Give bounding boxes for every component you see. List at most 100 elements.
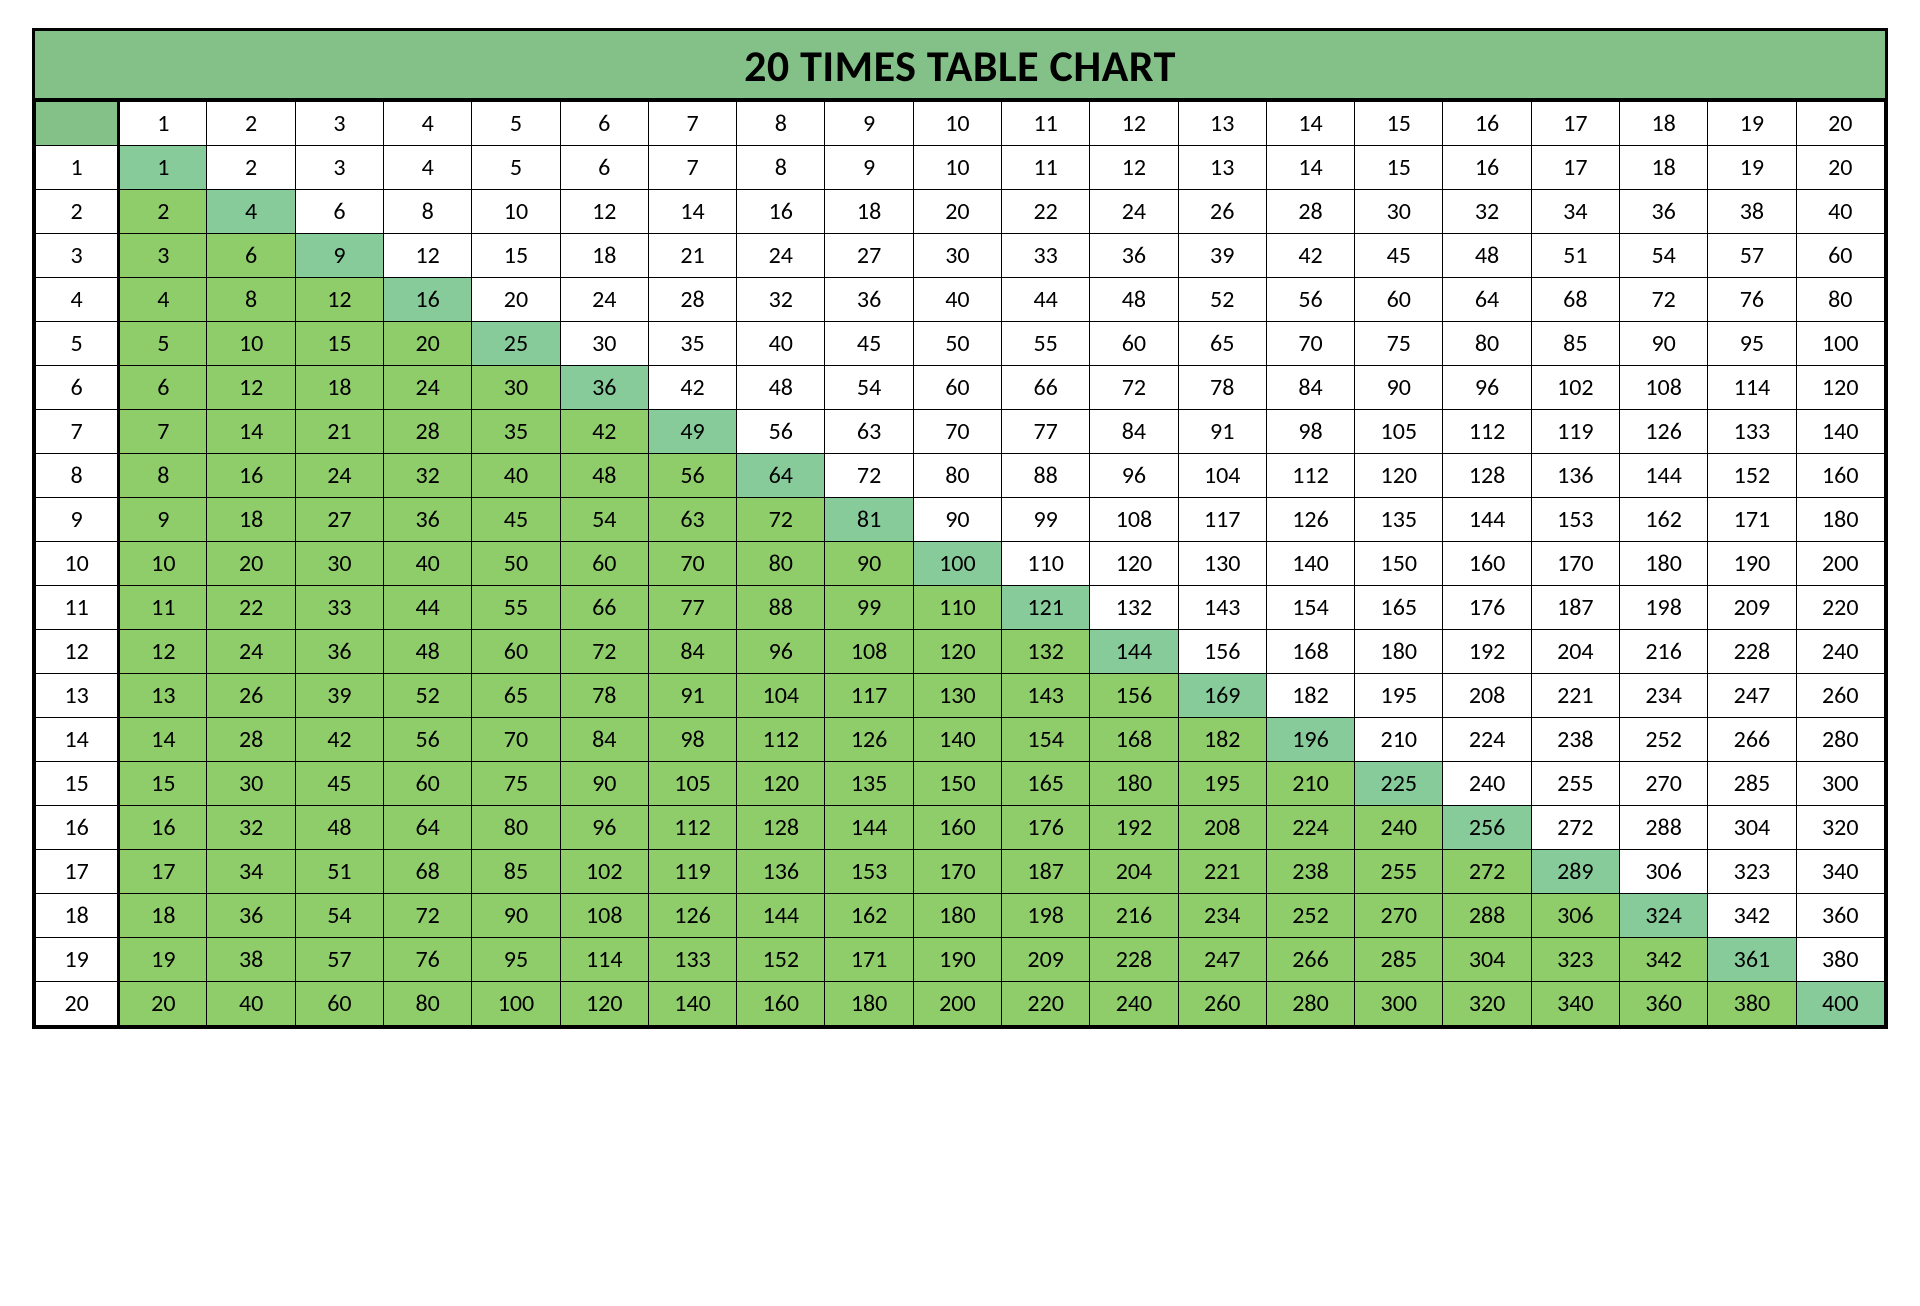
product-cell: 14 bbox=[119, 718, 207, 762]
product-cell: 48 bbox=[295, 806, 383, 850]
col-header: 13 bbox=[1178, 102, 1266, 146]
product-cell: 136 bbox=[737, 850, 825, 894]
product-cell: 60 bbox=[384, 762, 472, 806]
product-cell: 40 bbox=[207, 982, 295, 1026]
product-cell: 238 bbox=[1531, 718, 1619, 762]
product-cell: 50 bbox=[472, 542, 560, 586]
product-cell: 154 bbox=[1002, 718, 1090, 762]
product-cell: 114 bbox=[1708, 366, 1796, 410]
product-cell: 140 bbox=[1796, 410, 1884, 454]
product-cell: 80 bbox=[1443, 322, 1531, 366]
product-cell: 26 bbox=[207, 674, 295, 718]
row-header: 13 bbox=[36, 674, 119, 718]
product-cell: 80 bbox=[472, 806, 560, 850]
product-cell: 51 bbox=[295, 850, 383, 894]
product-cell: 40 bbox=[1796, 190, 1884, 234]
product-cell: 10 bbox=[119, 542, 207, 586]
product-cell: 24 bbox=[560, 278, 648, 322]
product-cell: 108 bbox=[1619, 366, 1707, 410]
product-cell: 192 bbox=[1090, 806, 1178, 850]
product-cell: 280 bbox=[1266, 982, 1354, 1026]
table-row: 1616324864809611212814416017619220822424… bbox=[36, 806, 1885, 850]
table-row: 33691215182124273033363942454851545760 bbox=[36, 234, 1885, 278]
row-header: 4 bbox=[36, 278, 119, 322]
product-cell: 75 bbox=[472, 762, 560, 806]
product-cell: 52 bbox=[384, 674, 472, 718]
table-header-row: 1234567891011121314151617181920 bbox=[36, 102, 1885, 146]
product-cell: 306 bbox=[1531, 894, 1619, 938]
product-cell: 152 bbox=[737, 938, 825, 982]
row-header: 15 bbox=[36, 762, 119, 806]
product-cell: 176 bbox=[1443, 586, 1531, 630]
product-cell: 130 bbox=[1178, 542, 1266, 586]
col-header: 4 bbox=[384, 102, 472, 146]
product-cell: 4 bbox=[207, 190, 295, 234]
chart-outer-frame: 20 TIMES TABLE CHART 1234567891011121314… bbox=[32, 28, 1888, 1029]
product-cell: 270 bbox=[1619, 762, 1707, 806]
product-cell: 60 bbox=[1796, 234, 1884, 278]
product-cell: 306 bbox=[1619, 850, 1707, 894]
product-cell: 12 bbox=[560, 190, 648, 234]
product-cell: 180 bbox=[1355, 630, 1443, 674]
product-cell: 220 bbox=[1002, 982, 1090, 1026]
product-cell: 135 bbox=[1355, 498, 1443, 542]
product-cell: 170 bbox=[1531, 542, 1619, 586]
product-cell: 78 bbox=[1178, 366, 1266, 410]
product-cell: 72 bbox=[384, 894, 472, 938]
row-header: 1 bbox=[36, 146, 119, 190]
product-cell: 55 bbox=[472, 586, 560, 630]
product-cell: 39 bbox=[1178, 234, 1266, 278]
product-cell: 88 bbox=[737, 586, 825, 630]
product-cell: 45 bbox=[472, 498, 560, 542]
product-cell: 30 bbox=[560, 322, 648, 366]
product-cell: 140 bbox=[913, 718, 1001, 762]
product-cell: 65 bbox=[472, 674, 560, 718]
col-header: 20 bbox=[1796, 102, 1884, 146]
row-header: 3 bbox=[36, 234, 119, 278]
table-row: 5510152025303540455055606570758085909510… bbox=[36, 322, 1885, 366]
product-cell: 24 bbox=[737, 234, 825, 278]
product-cell: 324 bbox=[1619, 894, 1707, 938]
product-cell: 240 bbox=[1355, 806, 1443, 850]
product-cell: 95 bbox=[472, 938, 560, 982]
product-cell: 90 bbox=[472, 894, 560, 938]
product-cell: 104 bbox=[1178, 454, 1266, 498]
product-cell: 64 bbox=[384, 806, 472, 850]
product-cell: 160 bbox=[737, 982, 825, 1026]
product-cell: 210 bbox=[1266, 762, 1354, 806]
row-header: 5 bbox=[36, 322, 119, 366]
product-cell: 195 bbox=[1355, 674, 1443, 718]
product-cell: 57 bbox=[295, 938, 383, 982]
product-cell: 11 bbox=[1002, 146, 1090, 190]
product-cell: 49 bbox=[648, 410, 736, 454]
product-cell: 32 bbox=[1443, 190, 1531, 234]
product-cell: 144 bbox=[1619, 454, 1707, 498]
product-cell: 20 bbox=[384, 322, 472, 366]
product-cell: 90 bbox=[560, 762, 648, 806]
product-cell: 10 bbox=[207, 322, 295, 366]
product-cell: 57 bbox=[1708, 234, 1796, 278]
product-cell: 104 bbox=[737, 674, 825, 718]
product-cell: 6 bbox=[207, 234, 295, 278]
row-header: 19 bbox=[36, 938, 119, 982]
product-cell: 36 bbox=[295, 630, 383, 674]
product-cell: 285 bbox=[1355, 938, 1443, 982]
product-cell: 126 bbox=[825, 718, 913, 762]
product-cell: 75 bbox=[1355, 322, 1443, 366]
product-cell: 84 bbox=[1266, 366, 1354, 410]
product-cell: 120 bbox=[560, 982, 648, 1026]
product-cell: 42 bbox=[560, 410, 648, 454]
page: 20 TIMES TABLE CHART 1234567891011121314… bbox=[0, 0, 1920, 1306]
table-row: 7714212835424956637077849198105112119126… bbox=[36, 410, 1885, 454]
product-cell: 100 bbox=[472, 982, 560, 1026]
product-cell: 42 bbox=[295, 718, 383, 762]
row-header: 6 bbox=[36, 366, 119, 410]
product-cell: 240 bbox=[1796, 630, 1884, 674]
product-cell: 204 bbox=[1531, 630, 1619, 674]
product-cell: 210 bbox=[1355, 718, 1443, 762]
product-cell: 3 bbox=[295, 146, 383, 190]
product-cell: 50 bbox=[913, 322, 1001, 366]
col-header: 18 bbox=[1619, 102, 1707, 146]
product-cell: 6 bbox=[560, 146, 648, 190]
product-cell: 96 bbox=[1443, 366, 1531, 410]
